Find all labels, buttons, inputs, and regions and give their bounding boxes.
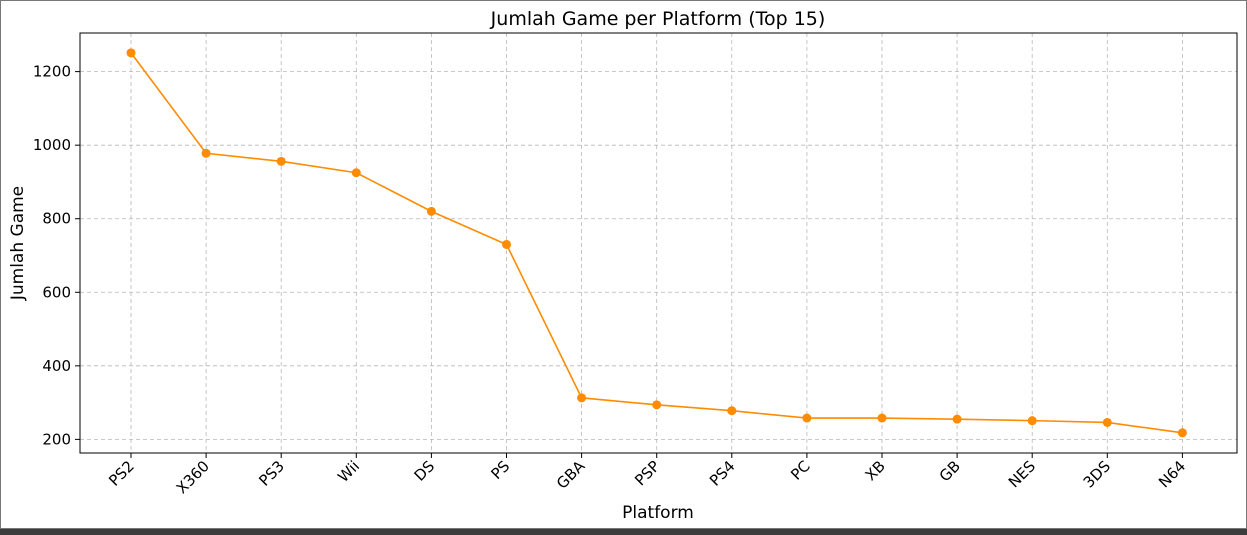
data-point: [877, 413, 887, 423]
data-point: [727, 406, 737, 416]
x-tick-label: GBA: [553, 457, 589, 493]
data-point: [351, 168, 361, 178]
y-tick-label: 1000: [33, 136, 71, 154]
data-point: [126, 48, 136, 58]
x-tick-label: PSP: [631, 457, 663, 489]
series-layer: [126, 48, 1187, 438]
data-point: [1102, 417, 1112, 427]
x-tick-label: GB: [936, 457, 964, 485]
x-tick-label: Wii: [334, 457, 363, 486]
y-tick-label: 1200: [33, 63, 71, 81]
x-tick-label: DS: [411, 457, 439, 485]
data-point: [577, 393, 587, 403]
y-tick-label: 200: [42, 430, 71, 448]
data-point: [652, 400, 662, 410]
x-tick-label: PC: [787, 457, 814, 484]
x-tick-label: PS3: [255, 457, 288, 490]
x-axis-title: Platform: [622, 503, 694, 523]
plot-area: [79, 32, 1238, 454]
data-point: [276, 156, 286, 166]
x-tick-label: PS4: [706, 457, 739, 490]
x-tick-label: NES: [1005, 457, 1039, 491]
x-tick-label: X360: [173, 457, 213, 497]
data-point: [502, 239, 511, 249]
series-line: [130, 52, 1183, 434]
y-tick-label: 600: [42, 283, 71, 301]
grid-lines: [80, 33, 1237, 453]
y-axis-title: Jumlah Game: [8, 186, 28, 301]
x-tick-label: XB: [862, 457, 889, 484]
data-point: [1177, 428, 1187, 438]
data-point: [201, 148, 211, 158]
data-point: [952, 414, 962, 424]
chart-title: Jumlah Game per Platform (Top 15): [490, 8, 826, 30]
data-point: [426, 206, 436, 216]
y-axis: 200 400 600 800 1000 1200: [33, 63, 80, 448]
x-tick-label: PS: [487, 457, 513, 483]
x-axis: PS2 X360 PS3 Wii DS PS GBA PSP PS4 PC XB GB NES 3DS N6…: [105, 453, 1189, 497]
y-tick-label: 400: [42, 357, 71, 375]
x-tick-label: 3DS: [1080, 457, 1114, 491]
x-tick-label: PS2: [105, 457, 138, 490]
data-point: [802, 413, 812, 423]
data-point: [1027, 416, 1037, 426]
y-tick-label: 800: [42, 210, 71, 228]
x-tick-label: N64: [1155, 457, 1189, 491]
